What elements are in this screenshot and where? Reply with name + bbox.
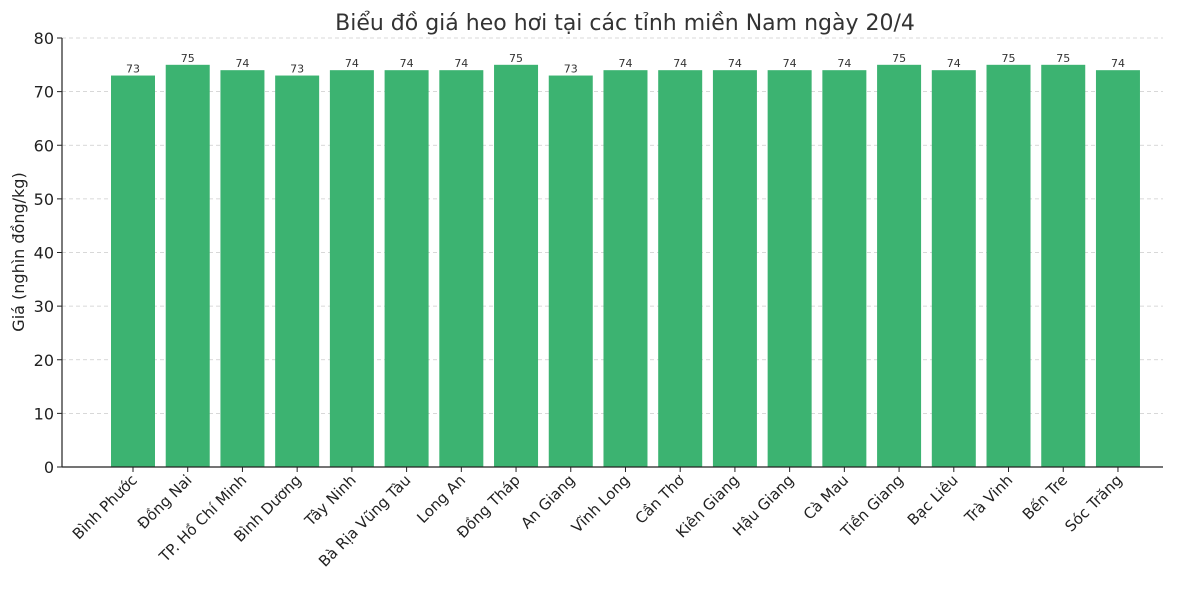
y-tick-label: 50 bbox=[34, 190, 54, 209]
bar bbox=[275, 75, 320, 467]
bar bbox=[548, 75, 593, 467]
data-label: 74 bbox=[673, 57, 687, 70]
data-labels: 73 75 74 73 74 74 74 75 73 74 74 74 74 74 75 74 75 75 74 bbox=[126, 52, 1125, 76]
data-label: 75 bbox=[892, 52, 906, 65]
y-tick-label: 10 bbox=[34, 404, 54, 423]
y-tick-label: 70 bbox=[34, 83, 54, 102]
data-label: 74 bbox=[235, 57, 249, 70]
x-tick-label: Cà Mau bbox=[800, 471, 852, 523]
data-label: 74 bbox=[1111, 57, 1125, 70]
x-tick-label: Bà Rịa Vũng Tàu bbox=[315, 471, 414, 570]
bar bbox=[439, 70, 484, 468]
bars bbox=[111, 64, 1140, 468]
data-label: 75 bbox=[509, 52, 523, 65]
data-label: 75 bbox=[1002, 52, 1016, 65]
data-label: 73 bbox=[126, 63, 140, 76]
bar bbox=[603, 70, 648, 468]
data-label: 74 bbox=[400, 57, 414, 70]
y-tick-label: 20 bbox=[34, 351, 54, 370]
data-label: 74 bbox=[837, 57, 851, 70]
data-label: 74 bbox=[454, 57, 468, 70]
y-tick-label: 60 bbox=[34, 136, 54, 155]
data-label: 74 bbox=[618, 57, 632, 70]
y-axis-label: Giá (nghìn đồng/kg) bbox=[9, 172, 28, 331]
bar bbox=[877, 64, 922, 467]
chart-title: Biểu đồ giá heo hơi tại các tỉnh miền Na… bbox=[335, 11, 915, 36]
bar bbox=[712, 70, 757, 468]
y-ticks: 0 10 20 30 40 50 60 70 80 bbox=[34, 29, 62, 477]
data-label: 74 bbox=[783, 57, 797, 70]
bar bbox=[220, 70, 265, 468]
bar bbox=[384, 70, 429, 468]
x-tick-label: Bạc Liêu bbox=[904, 471, 962, 529]
bar bbox=[329, 70, 374, 468]
y-tick-label: 0 bbox=[44, 458, 54, 477]
bar bbox=[165, 64, 210, 467]
bar bbox=[931, 70, 976, 468]
y-tick-label: 40 bbox=[34, 244, 54, 263]
x-tick-label: Sóc Trăng bbox=[1061, 471, 1125, 535]
bar bbox=[822, 70, 867, 468]
x-tick-label: Long An bbox=[413, 471, 469, 527]
x-tick-label: Cần Thơ bbox=[632, 471, 689, 528]
bar bbox=[494, 64, 539, 467]
bar bbox=[1041, 64, 1086, 467]
bar bbox=[767, 70, 812, 468]
bar bbox=[986, 64, 1031, 467]
data-label: 73 bbox=[564, 63, 578, 76]
data-label: 75 bbox=[181, 52, 195, 65]
data-label: 74 bbox=[728, 57, 742, 70]
data-label: 75 bbox=[1056, 52, 1070, 65]
y-tick-label: 30 bbox=[34, 297, 54, 316]
bar bbox=[1095, 70, 1140, 468]
data-label: 73 bbox=[290, 63, 304, 76]
x-tick-label: Bình Phước bbox=[69, 471, 141, 543]
bar bbox=[111, 75, 155, 467]
x-tick-label: Trà Vinh bbox=[960, 471, 1016, 527]
y-tick-label: 80 bbox=[34, 29, 54, 48]
bar bbox=[658, 70, 703, 468]
x-tick-label: Bến Tre bbox=[1019, 471, 1071, 523]
data-label: 74 bbox=[947, 57, 961, 70]
x-tick-label: Vĩnh Long bbox=[568, 471, 633, 536]
data-label: 74 bbox=[345, 57, 359, 70]
